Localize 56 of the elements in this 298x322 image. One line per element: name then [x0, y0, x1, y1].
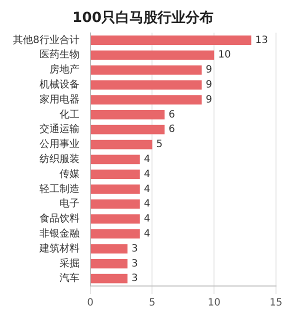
bar: [90, 170, 140, 179]
data-label: 5: [156, 139, 163, 150]
bar: [90, 65, 202, 75]
bar: [90, 229, 140, 239]
data-label: 4: [144, 228, 150, 240]
x-tick-label: 5: [149, 298, 156, 309]
data-label: 9: [206, 94, 212, 106]
x-tick-label: 10: [208, 298, 220, 309]
y-tick-label: 建筑材料: [38, 242, 80, 254]
bar: [90, 36, 252, 45]
y-tick-label: 家用电器: [39, 93, 80, 106]
data-label: 3: [131, 258, 138, 270]
data-label: 4: [144, 168, 150, 180]
y-tick-label: 公用事业: [39, 138, 80, 150]
bar: [90, 199, 140, 209]
y-tick-label: 纺织服装: [39, 152, 80, 165]
y-tick-label: 传媒: [59, 168, 80, 180]
y-tick-label: 非银金融: [39, 227, 80, 240]
bar: [90, 80, 202, 90]
data-label: 4: [144, 184, 150, 195]
data-label: 9: [206, 64, 212, 76]
data-label: 6: [168, 109, 175, 120]
bar: [90, 214, 140, 224]
y-tick-label: 采掘: [59, 257, 80, 270]
bar: [90, 95, 202, 105]
bar: [90, 110, 165, 120]
bar: [90, 258, 128, 268]
x-tick-label: 0: [87, 298, 94, 309]
y-tick-label: 化工: [59, 108, 80, 120]
bar: [90, 140, 152, 150]
y-tick-label: 汽车: [59, 272, 80, 284]
y-tick-label: 轻工制造: [39, 182, 80, 195]
y-tick-label: 机械设备: [39, 78, 80, 91]
data-label: 4: [144, 154, 150, 165]
data-label: 13: [255, 34, 268, 46]
chart-title: 100只白马股行业分布: [72, 10, 214, 26]
y-tick-label: 交通运输: [39, 123, 80, 136]
bar: [90, 154, 140, 164]
bar: [90, 244, 128, 254]
bar: [90, 50, 214, 60]
bar: [90, 274, 128, 284]
bar: [90, 184, 140, 194]
y-tick-label: 电子: [59, 198, 80, 210]
y-tick-label: 医药生物: [39, 48, 80, 61]
y-tick-label: 食品饮料: [39, 212, 80, 225]
data-label: 6: [168, 124, 175, 136]
y-tick-label: 其他8行业合计: [12, 34, 80, 46]
data-label: 9: [206, 80, 212, 91]
data-label: 10: [218, 50, 231, 61]
data-label: 4: [144, 214, 150, 225]
data-label: 3: [131, 243, 138, 254]
bar: [90, 124, 165, 134]
data-label: 3: [131, 273, 138, 284]
y-tick-label: 房地产: [49, 64, 80, 76]
x-tick-label: 15: [270, 298, 282, 309]
data-label: 4: [144, 198, 150, 210]
